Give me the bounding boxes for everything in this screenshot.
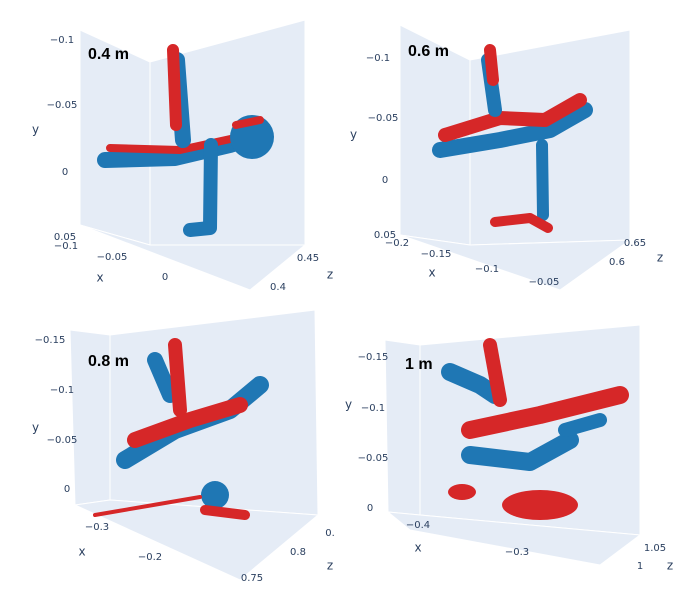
axis-title: y bbox=[32, 123, 39, 137]
axis-title: y bbox=[32, 421, 39, 435]
tick-label: −0.1 bbox=[361, 403, 385, 414]
tick-label: 1 bbox=[637, 561, 643, 572]
point-cloud bbox=[448, 484, 476, 500]
point-cloud bbox=[461, 386, 629, 439]
tick-label: 1.05 bbox=[644, 543, 666, 554]
tick-label: 0.75 bbox=[241, 573, 263, 584]
tick-label: −0.05 bbox=[358, 453, 389, 464]
tick-label: 0 bbox=[162, 272, 168, 283]
axis-title: x bbox=[414, 541, 421, 555]
axis-title: z bbox=[667, 559, 673, 573]
tick-label: −0.1 bbox=[50, 385, 74, 396]
tick-label: −0.1 bbox=[50, 35, 74, 46]
tick-label: 0.05 bbox=[374, 230, 396, 241]
tick-label: −0.2 bbox=[385, 238, 409, 249]
pane bbox=[399, 234, 632, 291]
axis-title: z bbox=[327, 559, 333, 573]
tick-label: 0 bbox=[64, 484, 70, 495]
point-cloud bbox=[200, 505, 250, 520]
tick-label: 0.4 bbox=[270, 282, 286, 293]
panel: 1 m y −0.15 −0.1 −0.05 0 x −0.4 −0.3 z 1… bbox=[345, 324, 673, 573]
tick-label: −0.1 bbox=[366, 53, 390, 64]
tick-label: −0.1 bbox=[475, 264, 499, 275]
point-cloud bbox=[167, 44, 182, 131]
tick-label: 0. bbox=[325, 528, 335, 539]
axis-title: z bbox=[657, 251, 663, 265]
point-cloud bbox=[536, 139, 549, 221]
tick-label: −0.15 bbox=[421, 249, 452, 260]
point-cloud bbox=[441, 363, 504, 404]
point-cloud bbox=[484, 44, 499, 86]
panel: 0.6 m y −0.1 −0.05 0 0.05 x −0.2 −0.15 −… bbox=[350, 24, 663, 291]
panel-label: 0.4 m bbox=[88, 46, 129, 63]
tick-label: −0.3 bbox=[85, 522, 109, 533]
tick-label: 0.65 bbox=[624, 238, 646, 249]
panel: 0.8 m y −0.15 −0.1 −0.05 0 x −0.3 −0.2 z… bbox=[32, 309, 335, 584]
tick-label: 0.8 bbox=[290, 547, 306, 558]
tick-label: −0.05 bbox=[47, 100, 78, 111]
point-cloud bbox=[147, 352, 178, 403]
pane bbox=[79, 224, 307, 291]
axis-title: x bbox=[78, 545, 85, 559]
tick-label: −0.1 bbox=[54, 241, 78, 252]
point-cloud bbox=[461, 431, 579, 471]
point-cloud bbox=[432, 102, 593, 158]
point-cloud bbox=[127, 397, 248, 448]
tick-label: −0.15 bbox=[35, 335, 66, 346]
tick-label: 0 bbox=[382, 175, 388, 186]
point-cloud bbox=[490, 213, 553, 233]
panel-label: 0.6 m bbox=[408, 43, 449, 60]
axis-title: y bbox=[345, 398, 352, 412]
point-cloud bbox=[232, 116, 264, 129]
tick-label: −0.3 bbox=[505, 547, 529, 558]
point-cloud bbox=[168, 338, 187, 417]
panel-label: 0.8 m bbox=[88, 353, 129, 370]
point-cloud bbox=[483, 338, 507, 407]
pane bbox=[73, 499, 320, 581]
point-cloud bbox=[183, 138, 218, 237]
tick-label: 0.45 bbox=[297, 253, 319, 264]
tick-label: 0 bbox=[62, 167, 68, 178]
panel: 0.4 m y −0.1 −0.05 0 0.05 x −0.1 −0.05 0… bbox=[32, 19, 333, 293]
axis-title: z bbox=[327, 268, 333, 282]
tick-label: 0.05 bbox=[54, 232, 76, 243]
tick-label: −0.05 bbox=[368, 113, 399, 124]
panel-label: 1 m bbox=[405, 356, 433, 373]
point-cloud bbox=[93, 495, 202, 517]
tick-label: −0.05 bbox=[529, 277, 560, 288]
tick-label: −0.4 bbox=[406, 520, 430, 531]
point-cloud bbox=[201, 481, 229, 509]
tick-label: −0.2 bbox=[138, 552, 162, 563]
tick-label: 0.6 bbox=[609, 257, 625, 268]
axis-title: y bbox=[350, 128, 357, 142]
axis-title: x bbox=[428, 266, 435, 280]
pane bbox=[386, 511, 642, 566]
point-cloud bbox=[558, 413, 607, 437]
axis-title: x bbox=[96, 271, 103, 285]
point-cloud bbox=[438, 93, 587, 142]
point-cloud bbox=[502, 490, 578, 520]
tick-label: −0.15 bbox=[358, 352, 389, 363]
tick-label: 0 bbox=[367, 503, 373, 514]
tick-label: −0.05 bbox=[47, 435, 78, 446]
tick-label: −0.05 bbox=[97, 252, 128, 263]
